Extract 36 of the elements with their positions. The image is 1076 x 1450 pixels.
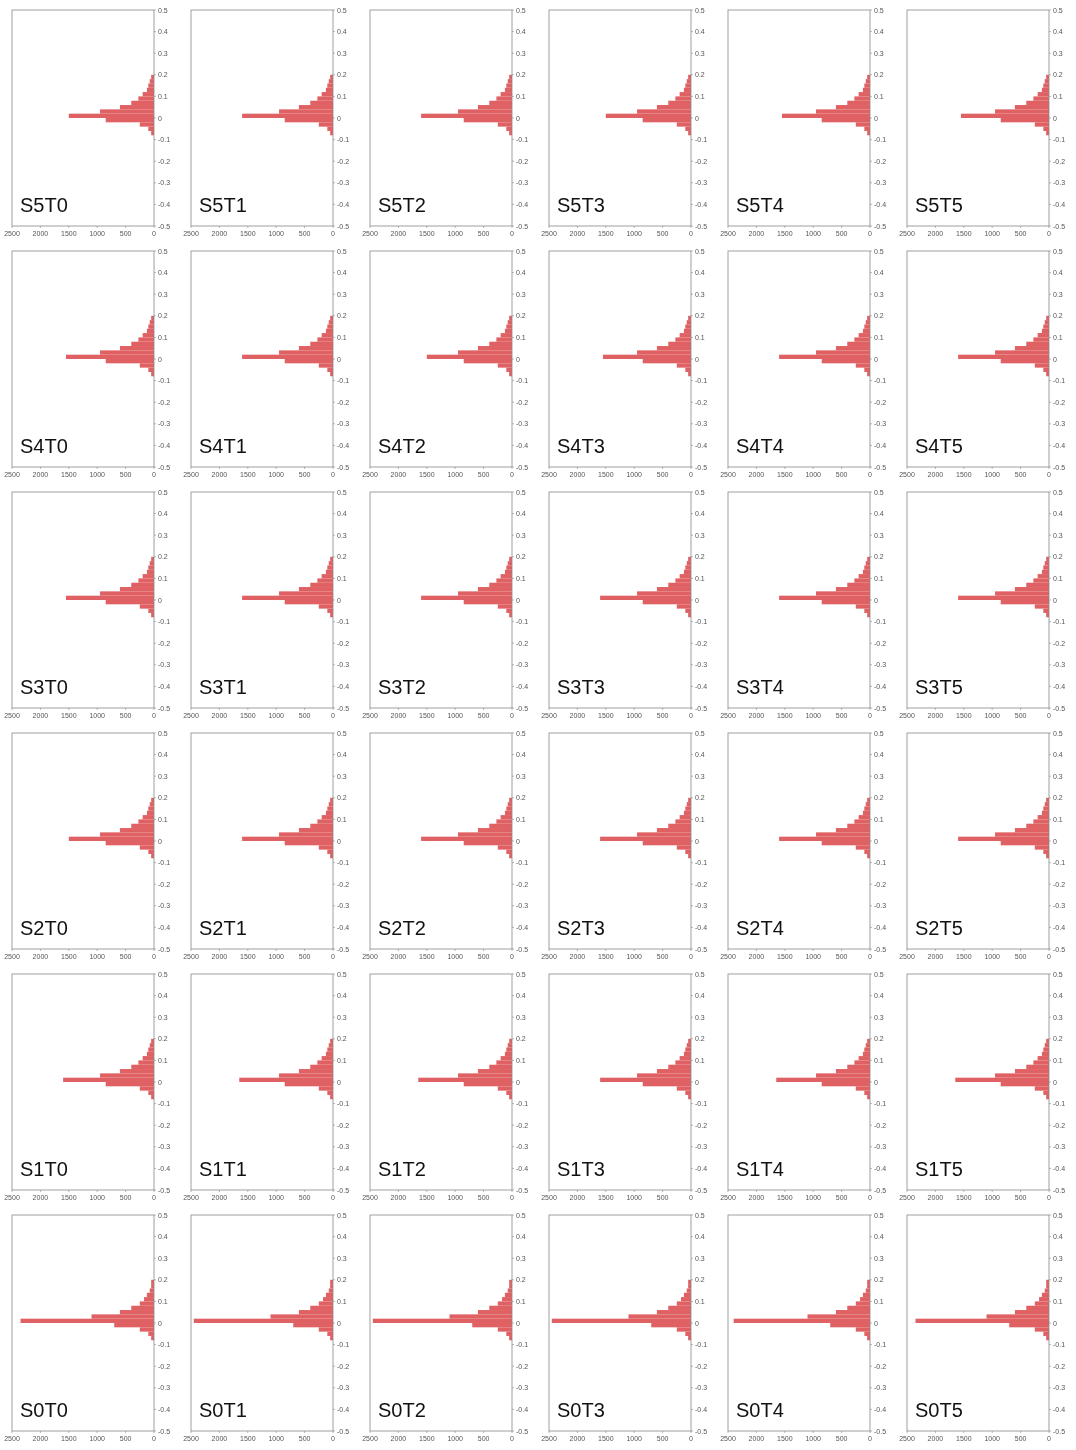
text: S5T0 bbox=[20, 194, 68, 216]
text: S3T1 bbox=[199, 676, 247, 698]
text: S3T2 bbox=[378, 676, 426, 698]
text: S3T4 bbox=[736, 676, 784, 698]
text: S5T4 bbox=[736, 194, 784, 216]
text: S0T4 bbox=[736, 1399, 784, 1421]
text: S3T3 bbox=[557, 676, 605, 698]
text: S1T5 bbox=[915, 1158, 963, 1180]
text: S4T0 bbox=[20, 435, 68, 457]
text: S1T4 bbox=[736, 1158, 784, 1180]
text: S0T2 bbox=[378, 1399, 426, 1421]
text: S4T5 bbox=[915, 435, 963, 457]
text: S2T1 bbox=[199, 917, 247, 939]
text: S1T1 bbox=[199, 1158, 247, 1180]
text: S2T4 bbox=[736, 917, 784, 939]
text: S1T2 bbox=[378, 1158, 426, 1180]
text: S3T5 bbox=[915, 676, 963, 698]
text: S4T2 bbox=[378, 435, 426, 457]
text: S2T0 bbox=[20, 917, 68, 939]
text: S5T5 bbox=[915, 194, 963, 216]
text: S2T3 bbox=[557, 917, 605, 939]
text: S2T5 bbox=[915, 917, 963, 939]
text: S1T3 bbox=[557, 1158, 605, 1180]
text: S1T0 bbox=[20, 1158, 68, 1180]
text: S4T3 bbox=[557, 435, 605, 457]
text: S4T4 bbox=[736, 435, 784, 457]
text: S2T2 bbox=[378, 917, 426, 939]
text: S5T1 bbox=[199, 194, 247, 216]
text: S4T1 bbox=[199, 435, 247, 457]
text: S0T5 bbox=[915, 1399, 963, 1421]
text: S3T0 bbox=[20, 676, 68, 698]
text: S5T2 bbox=[378, 194, 426, 216]
text: S0T0 bbox=[20, 1399, 68, 1421]
text: S5T3 bbox=[557, 194, 605, 216]
text: S0T1 bbox=[199, 1399, 247, 1421]
text: S0T3 bbox=[557, 1399, 605, 1421]
